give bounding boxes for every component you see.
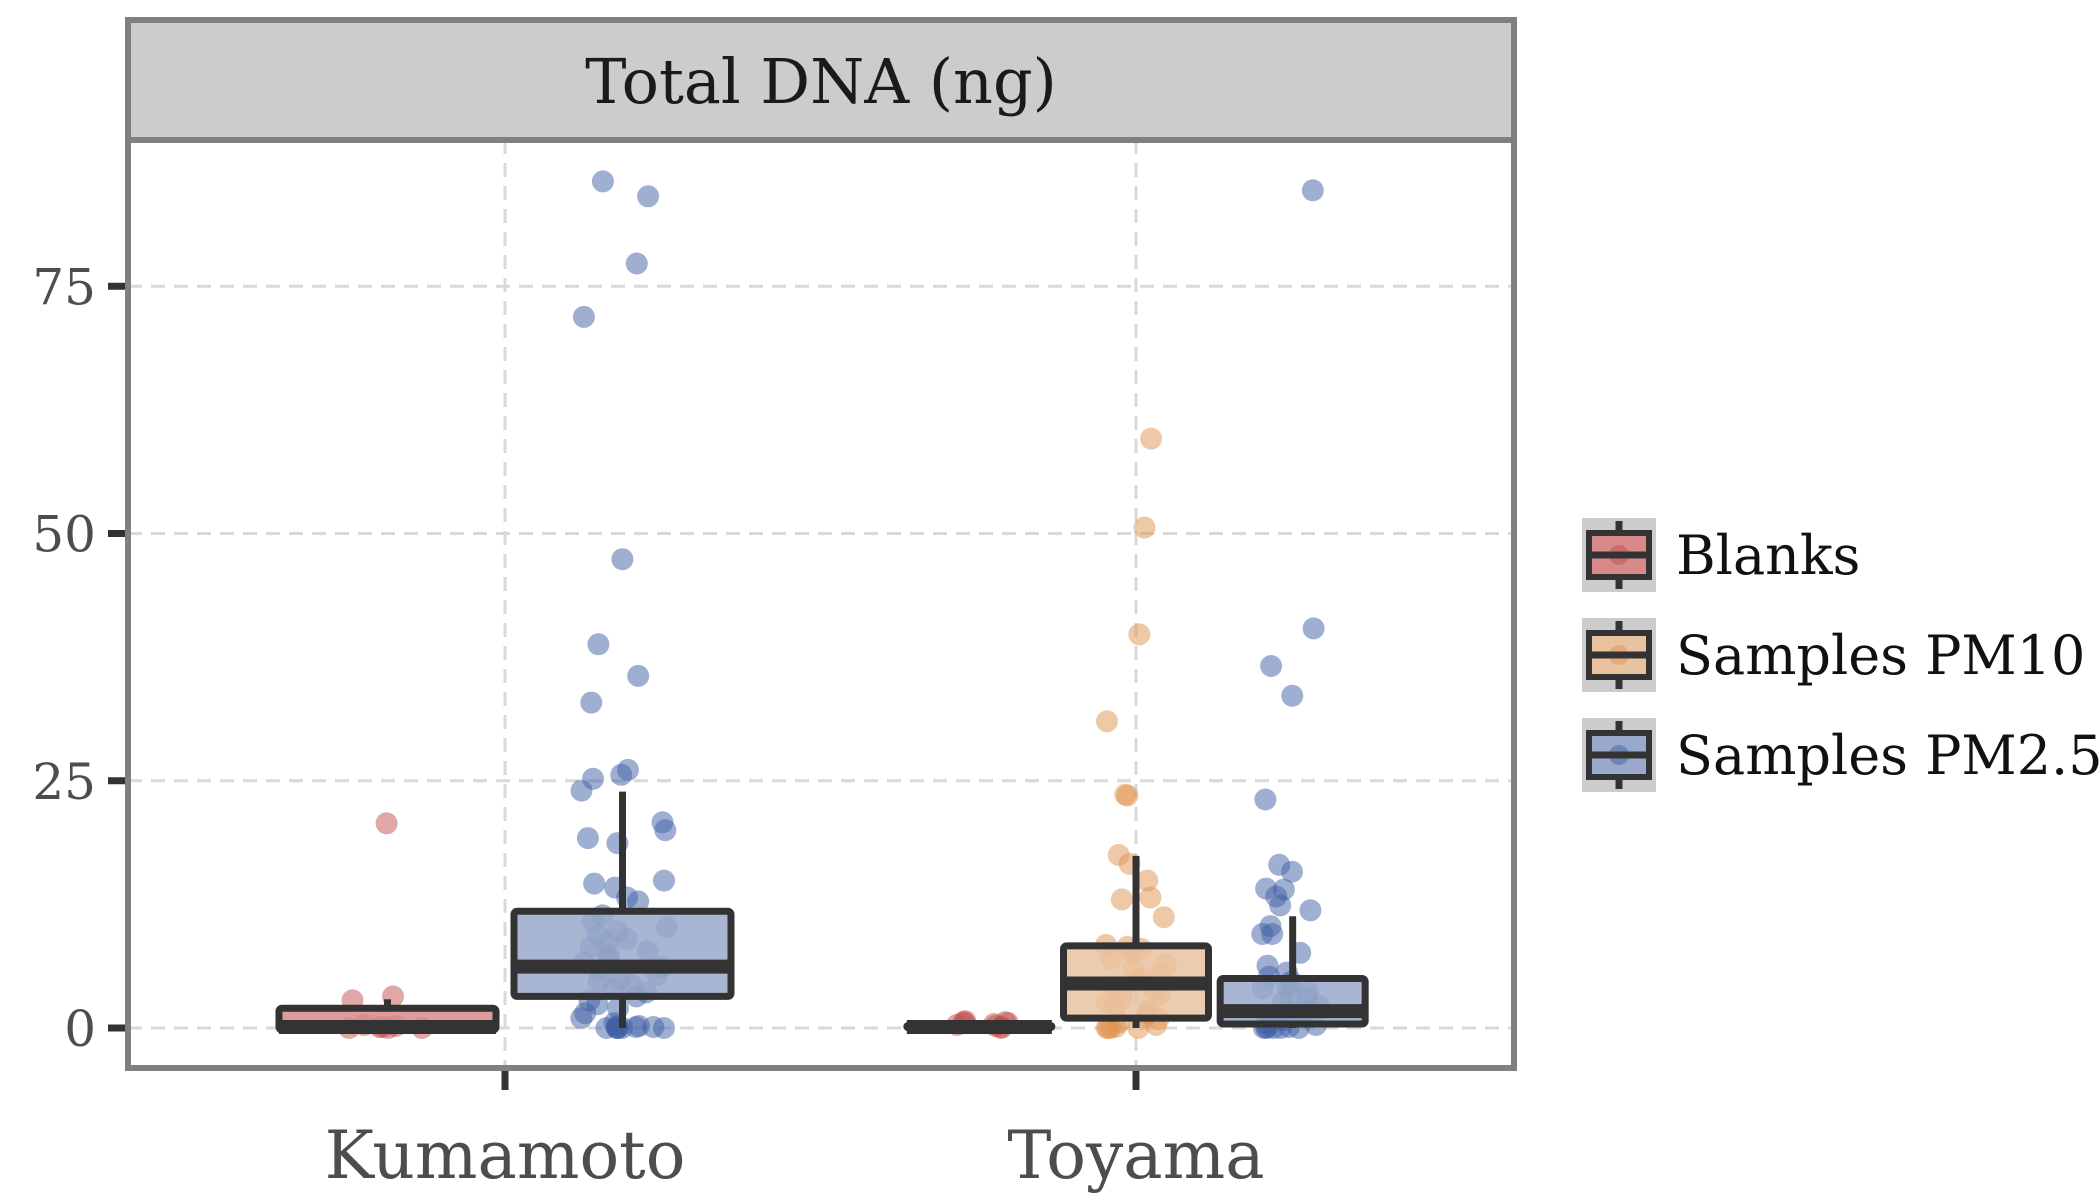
box-iqr: [510, 907, 735, 1000]
data-point: [375, 812, 398, 835]
x-tick-label: Kumamoto: [325, 1117, 686, 1194]
data-point: [1116, 784, 1139, 807]
data-point: [1128, 623, 1151, 646]
data-point: [625, 252, 648, 275]
box-toyama-blanks: [903, 1020, 1056, 1035]
data-point: [576, 827, 599, 850]
data-point: [642, 1016, 665, 1038]
y-tick-label: 0: [64, 1000, 96, 1058]
data-point: [653, 869, 675, 892]
data-point: [1140, 427, 1163, 450]
box-toyama-samples-pm2-5: [1216, 916, 1369, 1028]
data-point: [637, 185, 660, 208]
plot-panel-background: [128, 140, 1514, 1068]
legend: Blanks Samples PM10 Samples PM2.5: [1582, 518, 2100, 792]
box-kumamoto-samples-pm2-5: [510, 791, 735, 1028]
x-axis: Kumamoto Toyama: [325, 1071, 1265, 1194]
data-point: [611, 548, 634, 571]
data-point: [1281, 860, 1303, 883]
legend-label: Samples PM10: [1676, 624, 2085, 687]
legend-item-samples-pm10: Samples PM10: [1582, 618, 2085, 692]
data-point: [610, 763, 633, 786]
data-point: [1133, 516, 1156, 539]
data-point: [591, 170, 614, 193]
data-point: [1302, 617, 1325, 640]
boxes: [275, 791, 1369, 1035]
data-point: [580, 691, 603, 714]
data-point: [654, 819, 677, 842]
box-kumamoto-blanks: [275, 999, 500, 1035]
data-point: [1269, 894, 1292, 917]
x-tick-label: Toyama: [1007, 1117, 1264, 1194]
data-point: [627, 664, 650, 687]
data-point: [1301, 179, 1324, 202]
facet-strip-label: Total DNA (ng): [585, 45, 1057, 118]
facet-strip: [125, 17, 1517, 143]
data-point: [1110, 888, 1133, 911]
data-point: [572, 305, 595, 328]
y-tick-label: 75: [32, 258, 96, 316]
legend-label: Samples PM2.5: [1676, 724, 2100, 787]
data-point: [1251, 923, 1274, 945]
y-tick-label: 50: [32, 506, 96, 564]
data-point: [1260, 655, 1283, 677]
data-point: [570, 1007, 593, 1030]
data-point: [1139, 886, 1162, 909]
data-point: [627, 890, 650, 913]
legend-item-samples-pm2-5: Samples PM2.5: [1582, 718, 2100, 792]
data-point: [1152, 906, 1175, 929]
y-axis: 0 25 50 75: [32, 258, 125, 1058]
data-point: [1136, 869, 1159, 892]
legend-label: Blanks: [1676, 524, 1860, 587]
data-point: [1281, 684, 1304, 707]
data-point: [583, 872, 606, 895]
data-point: [1254, 788, 1277, 811]
data-point: [570, 779, 593, 802]
data-point: [1095, 1017, 1118, 1039]
data-point: [1299, 899, 1322, 922]
box-toyama-samples-pm10: [1060, 855, 1212, 1028]
y-tick-label: 25: [32, 753, 96, 811]
data-point: [1096, 710, 1118, 733]
data-point: [587, 633, 610, 656]
legend-item-blanks: Blanks: [1582, 518, 1860, 592]
